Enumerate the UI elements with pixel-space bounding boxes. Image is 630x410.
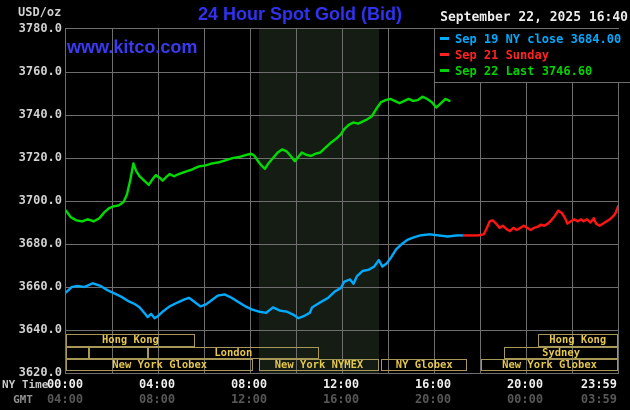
session-box-new-york-nymex: New York NYMEX xyxy=(259,358,379,371)
legend-label: Sep 22 Last 3746.60 xyxy=(455,63,593,78)
horizontal-gridline xyxy=(66,330,618,331)
x-tick-label: 16:00 xyxy=(322,392,360,406)
session-box-new-york-globex: New York Globex xyxy=(481,358,618,371)
price-line-sep-22 xyxy=(66,95,451,223)
legend-label: Sep 21 Sunday xyxy=(455,47,549,62)
horizontal-gridline xyxy=(66,72,618,73)
session-box xyxy=(89,346,148,359)
x-axis-row-label: GMT xyxy=(13,393,33,406)
legend-item: Sep 21 Sunday xyxy=(435,47,630,62)
y-tick-label: 3700.0 xyxy=(18,193,62,207)
x-tick-label: 04:00 xyxy=(138,377,176,391)
legend-item: Sep 19 NY close 3684.00 xyxy=(435,31,630,46)
session-box xyxy=(66,346,89,359)
horizontal-gridline xyxy=(66,158,618,159)
x-tick-label: 08:00 xyxy=(230,377,268,391)
x-tick-label: 12:00 xyxy=(230,392,268,406)
legend-dash-icon xyxy=(440,37,449,40)
y-tick-label: 3680.0 xyxy=(18,236,62,250)
price-line-sep-19 xyxy=(66,233,466,320)
x-tick-label: 08:00 xyxy=(138,392,176,406)
horizontal-gridline xyxy=(66,244,618,245)
x-tick-label: 12:00 xyxy=(322,377,360,391)
x-tick-label: 03:59 xyxy=(580,392,617,406)
legend-item: Sep 22 Last 3746.60 xyxy=(435,63,630,78)
y-tick-label: 3640.0 xyxy=(18,322,62,336)
legend-dash-icon xyxy=(440,53,449,56)
x-axis-row-label: NY Time xyxy=(2,378,49,391)
y-tick-label: 3720.0 xyxy=(18,150,62,164)
y-tick-label: 3760.0 xyxy=(18,64,62,78)
session-box-london: London xyxy=(147,346,319,359)
x-tick-label: 23:59 xyxy=(580,377,617,391)
chart-legend: Sep 19 NY close 3684.00 Sep 21 Sunday Sep … xyxy=(434,29,630,83)
x-tick-label: 04:00 xyxy=(46,392,84,406)
x-tick-label: 20:00 xyxy=(506,377,544,391)
legend-label: Sep 19 NY close 3684.00 xyxy=(455,31,622,46)
y-axis-unit-label: USD/oz xyxy=(18,5,62,19)
horizontal-gridline xyxy=(66,115,618,116)
x-tick-label: 00:00 xyxy=(506,392,544,406)
session-box-sydney: Sydney xyxy=(504,346,618,359)
kitco-watermark-link: www.kitco.com xyxy=(67,37,198,57)
y-tick-label: 3620.0 xyxy=(18,365,62,379)
chart-timestamp: September 22, 2025 16:40 xyxy=(440,10,628,25)
price-lines xyxy=(66,95,618,320)
price-line-sep-21 xyxy=(462,205,618,237)
x-tick-label: 00:00 xyxy=(46,377,84,391)
plot-area: Hong Kong Hong Kong London Sydney New York G… xyxy=(65,28,619,374)
x-tick-label: 20:00 xyxy=(414,392,452,406)
y-tick-label: 3660.0 xyxy=(18,279,62,293)
legend-dash-icon xyxy=(440,69,449,72)
x-tick-label: 16:00 xyxy=(414,377,452,391)
y-tick-label: 3780.0 xyxy=(18,21,62,35)
y-tick-label: 3740.0 xyxy=(18,107,62,121)
session-box-ny-globex: NY Globex xyxy=(381,358,468,371)
horizontal-gridline xyxy=(66,201,618,202)
session-box-new-york-globex: New York Globex xyxy=(66,358,254,371)
chart-title: 24 Hour Spot Gold (Bid) xyxy=(198,4,402,24)
